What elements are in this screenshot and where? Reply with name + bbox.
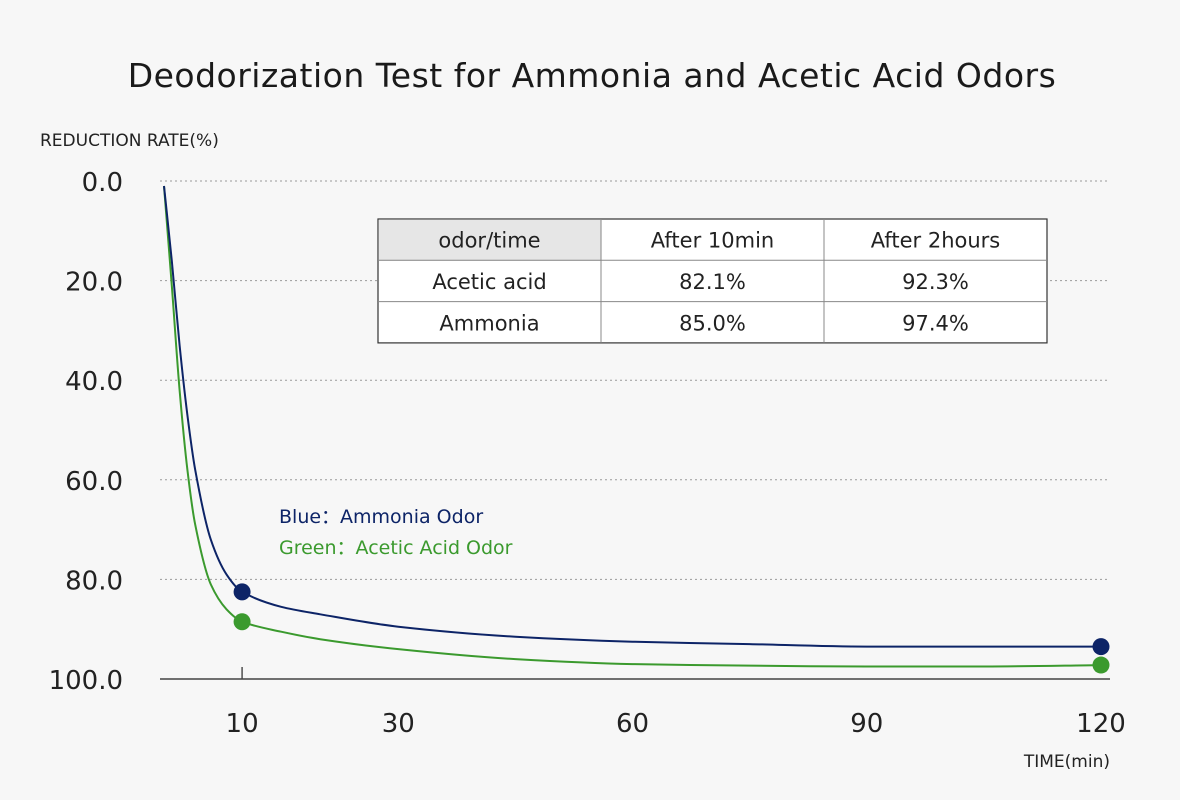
y-tick-label: 80.0: [65, 566, 123, 596]
table-cell: Ammonia: [439, 311, 539, 335]
table-cell: Acetic acid: [432, 270, 546, 294]
series-layer: [163, 185, 1102, 668]
data-point-acetic-acid: [1092, 656, 1110, 674]
y-axis-label: REDUCTION RATE(%): [40, 131, 219, 151]
chart-title: Deodorization Test for Ammonia and Aceti…: [128, 56, 1057, 95]
series-line-acetic-acid: [163, 185, 1102, 668]
x-tick-label: 60: [616, 709, 649, 739]
y-tick-label: 40.0: [65, 367, 123, 397]
x-tick-label: 30: [382, 709, 415, 739]
marker-layer: [233, 583, 1110, 674]
legend-entry-acetic-acid: Green：Acetic Acid Odor: [279, 537, 513, 559]
x-tick-label: 120: [1076, 709, 1126, 739]
table-header-cell: odor/time: [438, 229, 540, 253]
y-tick-labels: 0.0 20.0 40.0 60.0 80.0 100.0: [49, 168, 123, 696]
x-tick-label: 90: [850, 709, 883, 739]
table-cell: 92.3%: [902, 270, 969, 294]
results-table: odor/time After 10min After 2hours Acetic a…: [377, 218, 1048, 344]
y-tick-label: 100.0: [49, 666, 123, 696]
table-header-cell: After 10min: [651, 229, 774, 253]
legend-entry-ammonia: Blue：Ammonia Odor: [279, 506, 483, 528]
x-tick-labels: 10 30 60 90 120: [226, 667, 1126, 739]
table-frame: [377, 218, 1048, 344]
table-cell: 85.0%: [679, 311, 746, 335]
data-point-ammonia: [1092, 638, 1110, 656]
y-tick-label: 20.0: [65, 268, 123, 298]
y-tick-label: 60.0: [65, 467, 123, 497]
series-line-ammonia: [163, 185, 1101, 648]
legend: Blue：Ammonia Odor Green：Acetic Acid Odor: [279, 506, 513, 559]
table-header-cell: After 2hours: [871, 229, 1001, 253]
table-cell: 97.4%: [902, 311, 969, 335]
x-axis-label: TIME(min): [1023, 752, 1110, 772]
data-point-ammonia: [233, 583, 251, 601]
table-header-cell-bg: [378, 219, 602, 261]
y-tick-label: 0.0: [82, 168, 123, 198]
x-tick-label: 10: [226, 709, 259, 739]
table-cell: 82.1%: [679, 270, 746, 294]
data-point-acetic-acid: [233, 613, 251, 631]
